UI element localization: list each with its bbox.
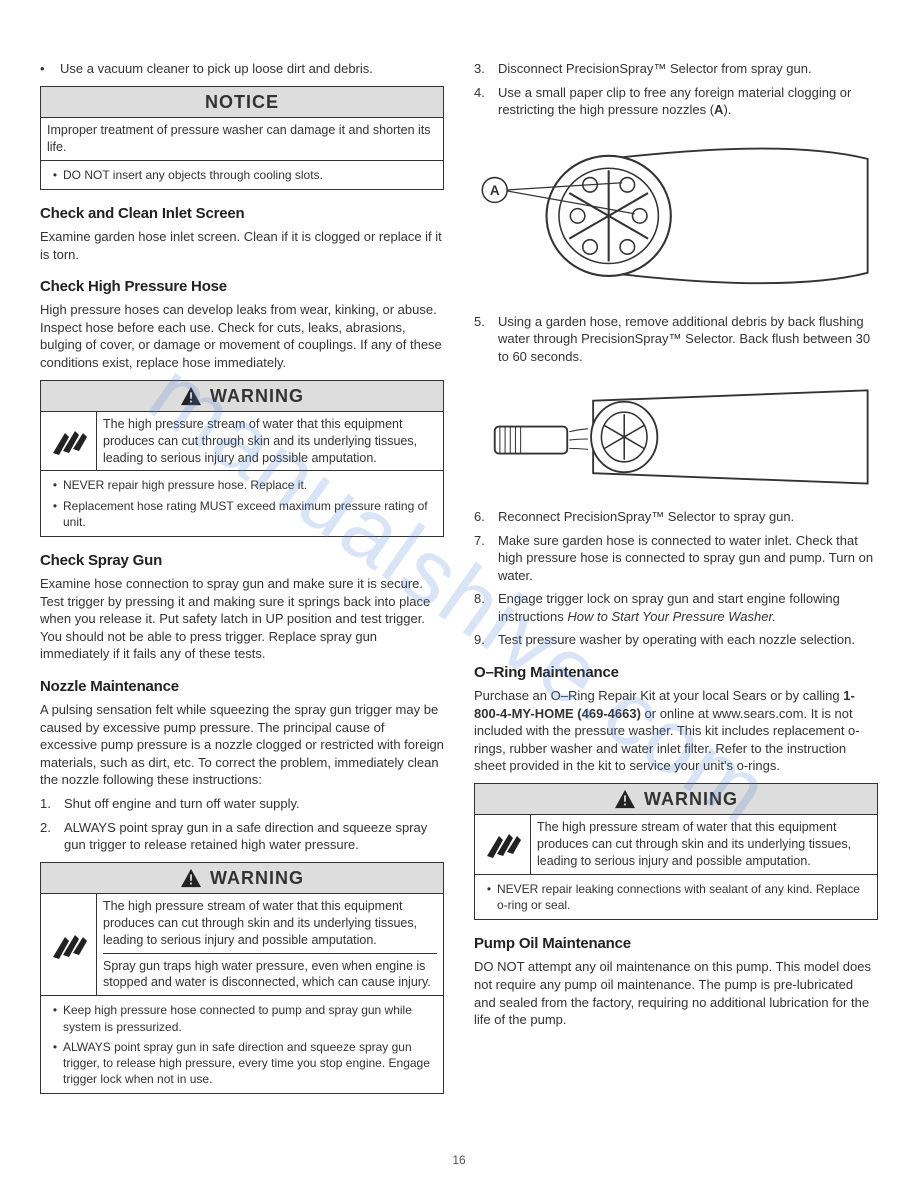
step-text: Test pressure washer by operating with e…	[498, 631, 878, 649]
nozzle-step2: 2. ALWAYS point spray gun in a safe dire…	[40, 819, 444, 854]
warning1-sub2: Replacement hose rating MUST exceed maxi…	[63, 498, 437, 530]
warning1-body-split: The high pressure stream of water that t…	[41, 412, 443, 471]
warning1-body: The high pressure stream of water that t…	[97, 412, 443, 471]
check-hose-title: Check High Pressure Hose	[40, 277, 444, 297]
warning-triangle-icon	[180, 868, 202, 888]
warning2-body1: The high pressure stream of water that t…	[103, 898, 437, 954]
nozzle-head-diagram: A	[474, 133, 878, 299]
step-text: Use a small paper clip to free any forei…	[498, 84, 878, 119]
warning3-body: The high pressure stream of water that t…	[531, 815, 877, 874]
step-num: 3.	[474, 60, 498, 78]
step-num: 9.	[474, 631, 498, 649]
check-gun-title: Check Spray Gun	[40, 551, 444, 571]
check-gun-body: Examine hose connection to spray gun and…	[40, 575, 444, 663]
bullet-dot: •	[481, 881, 497, 913]
warning3-header-text: WARNING	[644, 787, 738, 811]
warning-triangle-icon	[180, 386, 202, 406]
notice-sub-row: • DO NOT insert any objects through cool…	[41, 160, 443, 189]
notice-header: NOTICE	[41, 87, 443, 118]
page-number: 16	[0, 1152, 918, 1168]
nozzle-body: A pulsing sensation felt while squeezing…	[40, 701, 444, 789]
bullet-dot: •	[47, 1039, 63, 1088]
warning2-body-split: The high pressure stream of water that t…	[41, 894, 443, 995]
step-text: Make sure garden hose is connected to wa…	[498, 532, 878, 585]
step8: 8. Engage trigger lock on spray gun and …	[474, 590, 878, 625]
notice-box: NOTICE Improper treatment of pressure wa…	[40, 86, 444, 190]
notice-body: Improper treatment of pressure washer ca…	[41, 118, 443, 160]
step6: 6. Reconnect PrecisionSpray™ Selector to…	[474, 508, 878, 526]
left-column: • Use a vacuum cleaner to pick up loose …	[40, 60, 444, 1104]
warning3-subs: •NEVER repair leaking connections with s…	[475, 874, 877, 919]
step4-c: ).	[723, 102, 731, 117]
step-text: Using a garden hose, remove additional d…	[498, 313, 878, 366]
step-num: 5.	[474, 313, 498, 366]
step4-a: Use a small paper clip to free any forei…	[498, 85, 851, 118]
warning-triangle-icon	[614, 789, 636, 809]
step-text: Reconnect PrecisionSpray™ Selector to sp…	[498, 508, 878, 526]
warning2-body2: Spray gun traps high water pressure, eve…	[103, 958, 437, 992]
notice-sub1: DO NOT insert any objects through coolin…	[63, 167, 323, 183]
warning2-sub1: Keep high pressure hose connected to pum…	[63, 1002, 437, 1034]
warning-box-1: WARNING The high pressure stream of wate…	[40, 380, 444, 537]
backflush-diagram	[474, 380, 878, 494]
bullet-dot: •	[47, 477, 63, 493]
step-num: 6.	[474, 508, 498, 526]
step-num: 7.	[474, 532, 498, 585]
oring-title: O–Ring Maintenance	[474, 663, 878, 683]
oring-body-a: Purchase an O–Ring Repair Kit at your lo…	[474, 688, 843, 703]
intro-bullet: • Use a vacuum cleaner to pick up loose …	[40, 60, 444, 78]
bullet-dot: •	[47, 1002, 63, 1034]
step5: 5. Using a garden hose, remove additiona…	[474, 313, 878, 366]
check-inlet-body: Examine garden hose inlet screen. Clean …	[40, 228, 444, 263]
pinch-icon-cell	[41, 412, 97, 471]
intro-bullet-text: Use a vacuum cleaner to pick up loose di…	[60, 60, 373, 78]
step-num: 4.	[474, 84, 498, 119]
right-column: 3. Disconnect PrecisionSpray™ Selector f…	[474, 60, 878, 1104]
warning1-header: WARNING	[41, 381, 443, 412]
nozzle-title: Nozzle Maintenance	[40, 677, 444, 697]
warning2-header: WARNING	[41, 863, 443, 894]
warning3-header: WARNING	[475, 784, 877, 815]
warning1-sub1: NEVER repair high pressure hose. Replace…	[63, 477, 307, 493]
pinch-hazard-icon	[49, 423, 89, 459]
pinch-icon-cell	[475, 815, 531, 874]
check-hose-body: High pressure hoses can develop leaks fr…	[40, 301, 444, 371]
step9: 9. Test pressure washer by operating wit…	[474, 631, 878, 649]
step-text: ALWAYS point spray gun in a safe directi…	[64, 819, 444, 854]
warning2-body: The high pressure stream of water that t…	[97, 894, 443, 995]
step4: 4. Use a small paper clip to free any fo…	[474, 84, 878, 119]
pinch-icon-cell	[41, 894, 97, 995]
step-num: 1.	[40, 795, 64, 813]
step-text: Shut off engine and turn off water suppl…	[64, 795, 444, 813]
warning3-sub1: NEVER repair leaking connections with se…	[497, 881, 871, 913]
warning2-subs: •Keep high pressure hose connected to pu…	[41, 995, 443, 1093]
diagram1-label: A	[490, 183, 500, 198]
warning-box-3: WARNING The high pressure stream of wate…	[474, 783, 878, 920]
bullet-dot: •	[47, 167, 63, 183]
oring-body: Purchase an O–Ring Repair Kit at your lo…	[474, 687, 878, 775]
warning3-body-split: The high pressure stream of water that t…	[475, 815, 877, 874]
nozzle-step1: 1. Shut off engine and turn off water su…	[40, 795, 444, 813]
pump-title: Pump Oil Maintenance	[474, 934, 878, 954]
pinch-hazard-icon	[483, 826, 523, 862]
step7: 7. Make sure garden hose is connected to…	[474, 532, 878, 585]
warning1-header-text: WARNING	[210, 384, 304, 408]
step-text: Disconnect PrecisionSpray™ Selector from…	[498, 60, 878, 78]
bullet-dot: •	[47, 498, 63, 530]
warning2-header-text: WARNING	[210, 866, 304, 890]
bullet-dot: •	[40, 60, 60, 78]
step-text: Engage trigger lock on spray gun and sta…	[498, 590, 878, 625]
warning2-sub2: ALWAYS point spray gun in safe direction…	[63, 1039, 437, 1088]
warning1-subs: •NEVER repair high pressure hose. Replac…	[41, 470, 443, 536]
step-num: 2.	[40, 819, 64, 854]
pinch-hazard-icon	[49, 927, 89, 963]
step-num: 8.	[474, 590, 498, 625]
two-column-layout: • Use a vacuum cleaner to pick up loose …	[40, 60, 878, 1104]
check-inlet-title: Check and Clean Inlet Screen	[40, 204, 444, 224]
step3: 3. Disconnect PrecisionSpray™ Selector f…	[474, 60, 878, 78]
step8-b: How to Start Your Pressure Washer.	[567, 609, 776, 624]
pump-body: DO NOT attempt any oil maintenance on th…	[474, 958, 878, 1028]
warning-box-2: WARNING The high pressure stream of wate…	[40, 862, 444, 1095]
